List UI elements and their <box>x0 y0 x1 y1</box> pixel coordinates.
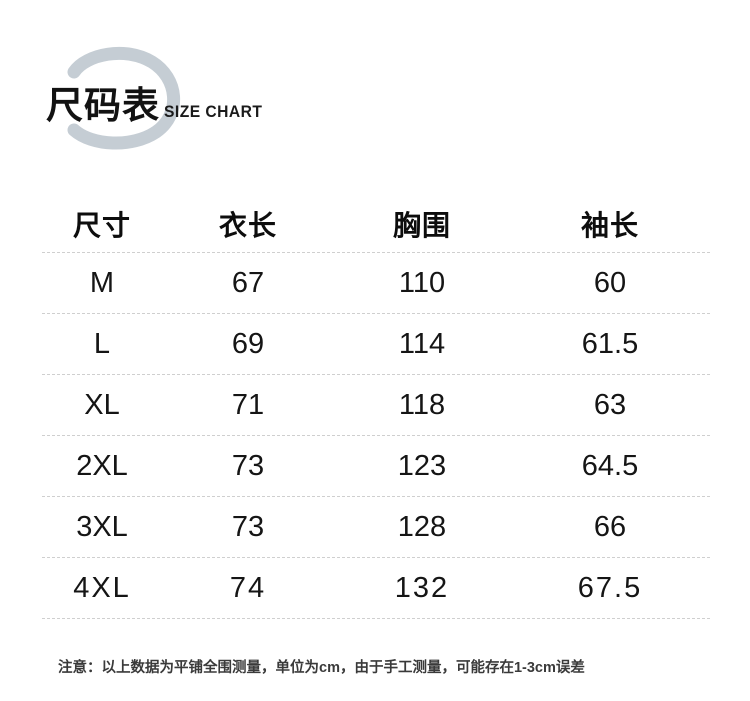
cell-size: 4XL <box>73 571 131 604</box>
cell-size: XL <box>84 388 120 421</box>
table-row: 3XL 73 128 66 <box>42 497 710 557</box>
cell-sleeve: 61.5 <box>581 327 639 360</box>
measurement-note: 注意：以上数据为平铺全围测量，单位为cm，由于手工测量，可能存在1-3cm误差 <box>58 660 585 676</box>
row-separator <box>42 618 710 619</box>
table-row: XL 71 118 63 <box>42 375 710 435</box>
cell-sleeve: 66 <box>593 510 627 543</box>
cell-length: 73 <box>231 449 265 482</box>
row-separator <box>42 435 710 436</box>
row-separator <box>42 557 710 558</box>
cell-length: 74 <box>229 571 267 604</box>
cell-chest: 123 <box>397 449 447 482</box>
cell-size: L <box>93 327 111 360</box>
table-row: M 67 110 60 <box>42 253 710 313</box>
title-block: 尺码表 SIZE CHART <box>0 36 750 156</box>
cell-chest: 110 <box>398 266 446 299</box>
cell-length: 73 <box>231 510 265 543</box>
cell-size: 2XL <box>76 449 128 482</box>
cell-size: M <box>89 266 115 299</box>
page-title: 尺码表 <box>46 85 160 126</box>
column-header-sleeve: 袖长 <box>580 210 639 241</box>
cell-chest: 114 <box>398 327 446 360</box>
column-header-chest: 胸围 <box>392 210 451 241</box>
cell-chest: 128 <box>397 510 447 543</box>
row-separator <box>42 496 710 497</box>
cell-chest: 132 <box>394 571 450 604</box>
cell-length: 67 <box>231 266 265 299</box>
cell-sleeve: 64.5 <box>581 449 639 482</box>
column-header-length: 衣长 <box>218 210 277 241</box>
column-header-size: 尺寸 <box>72 210 131 241</box>
cell-sleeve: 63 <box>593 388 627 421</box>
size-chart-table: 尺寸 衣长 胸围 袖长 M 67 110 60 L 69 114 61.5 XL… <box>42 196 710 619</box>
cell-length: 69 <box>231 327 265 360</box>
row-separator <box>42 313 710 314</box>
cell-sleeve: 60 <box>593 266 627 299</box>
page-subtitle: SIZE CHART <box>164 102 263 121</box>
table-header-row: 尺寸 衣长 胸围 袖长 <box>42 196 710 252</box>
cell-length: 71 <box>231 388 265 421</box>
row-separator <box>42 374 710 375</box>
table-row: L 69 114 61.5 <box>42 314 710 374</box>
cell-size: 3XL <box>76 510 128 543</box>
cell-sleeve: 67.5 <box>577 571 643 604</box>
table-row: 2XL 73 123 64.5 <box>42 436 710 496</box>
cell-chest: 118 <box>398 388 446 421</box>
table-row: 4XL 74 132 67.5 <box>42 558 710 618</box>
row-separator <box>42 252 710 253</box>
